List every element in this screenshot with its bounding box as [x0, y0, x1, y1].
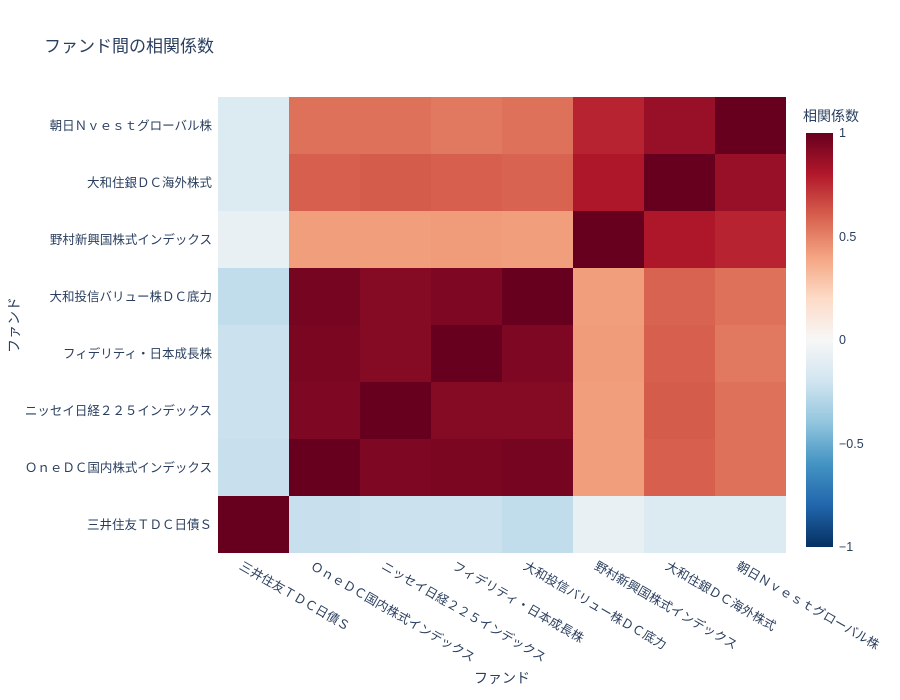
heatmap-cell[interactable] — [360, 382, 431, 439]
heatmap-cell[interactable] — [644, 439, 715, 496]
heatmap-cell[interactable] — [644, 268, 715, 325]
heatmap-cell[interactable] — [573, 325, 644, 382]
heatmap-cell[interactable] — [431, 496, 502, 553]
heatmap-cell[interactable] — [715, 211, 786, 268]
colorbar-tick-label: −0.5 — [839, 436, 864, 451]
heatmap-cell[interactable] — [218, 325, 289, 382]
colorbar-tick-label: 0.5 — [839, 229, 857, 244]
heatmap-cell[interactable] — [573, 496, 644, 553]
heatmap-cell[interactable] — [573, 382, 644, 439]
heatmap-cell[interactable] — [715, 97, 786, 154]
y-tick-label: フィデリティ・日本成長株 — [62, 346, 212, 361]
heatmap-cell[interactable] — [502, 439, 573, 496]
heatmap-cell[interactable] — [431, 439, 502, 496]
heatmap-cell[interactable] — [289, 97, 360, 154]
heatmap-cell[interactable] — [218, 439, 289, 496]
heatmap-cell[interactable] — [218, 97, 289, 154]
heatmap-cell[interactable] — [289, 325, 360, 382]
heatmap-cell[interactable] — [715, 382, 786, 439]
y-tick-label: 三井住友ＴＤＣ日債Ｓ — [86, 517, 212, 532]
heatmap-cell[interactable] — [644, 382, 715, 439]
heatmap-cell[interactable] — [502, 211, 573, 268]
heatmap-cell[interactable] — [573, 439, 644, 496]
heatmap-cell[interactable] — [644, 211, 715, 268]
heatmap-cell[interactable] — [289, 211, 360, 268]
heatmap-cell[interactable] — [573, 97, 644, 154]
colorbar-tick-label: −1 — [839, 540, 854, 554]
y-tick-label: ＯｎｅＤＣ国内株式インデックス — [24, 460, 212, 475]
heatmap-cell[interactable] — [360, 496, 431, 553]
heatmap-cell[interactable] — [715, 439, 786, 496]
heatmap-cell[interactable] — [644, 325, 715, 382]
colorbar-tick-label: 0 — [839, 333, 846, 347]
heatmap-cell[interactable] — [502, 382, 573, 439]
heatmap-cell[interactable] — [289, 154, 360, 211]
y-tick-label: ニッセイ日経２２５インデックス — [24, 403, 212, 418]
heatmap-cell[interactable] — [431, 154, 502, 211]
heatmap-cell[interactable] — [360, 325, 431, 382]
heatmap-cell[interactable] — [289, 496, 360, 553]
heatmap-cell[interactable] — [644, 496, 715, 553]
heatmap-cell[interactable] — [715, 154, 786, 211]
x-tick-label: フィデリティ・日本成長株 — [449, 559, 586, 646]
heatmap-cell[interactable] — [644, 97, 715, 154]
chart-title: ファンド間の相関係数 — [44, 37, 214, 56]
heatmap-cell[interactable] — [431, 268, 502, 325]
heatmap-cell[interactable] — [431, 97, 502, 154]
colorbar-gradient — [806, 133, 833, 547]
heatmap-cell[interactable] — [431, 382, 502, 439]
heatmap-cell[interactable] — [289, 268, 360, 325]
heatmap-cell[interactable] — [360, 154, 431, 211]
heatmap-cell[interactable] — [431, 211, 502, 268]
heatmap-cell[interactable] — [218, 268, 289, 325]
heatmap-cell[interactable] — [431, 325, 502, 382]
heatmap-cell[interactable] — [502, 154, 573, 211]
y-tick-label: 朝日Ｎｖｅｓｔグローバル株 — [49, 118, 212, 133]
heatmap-cell[interactable] — [289, 382, 360, 439]
heatmap-cell[interactable] — [360, 439, 431, 496]
heatmap-cell[interactable] — [502, 268, 573, 325]
heatmap-cell[interactable] — [573, 154, 644, 211]
heatmap-plot-area[interactable] — [218, 97, 786, 553]
heatmap-cell[interactable] — [218, 154, 289, 211]
heatmap-cell[interactable] — [289, 439, 360, 496]
y-tick-label: 野村新興国株式インデックス — [49, 232, 212, 247]
y-tick-label: 大和投信バリュー株ＤＣ底力 — [49, 289, 212, 304]
heatmap-cell[interactable] — [360, 268, 431, 325]
x-axis-title: ファンド — [474, 670, 530, 686]
colorbar-tick-label: 1 — [839, 126, 846, 140]
heatmap-cell[interactable] — [573, 211, 644, 268]
x-tick-label: 朝日Ｎｖｅｓｔグローバル株 — [733, 559, 882, 653]
heatmap-cell[interactable] — [502, 496, 573, 553]
heatmap-cell[interactable] — [360, 97, 431, 154]
y-tick-label: 大和住銀ＤＣ海外株式 — [86, 175, 212, 190]
colorbar-title: 相関係数 — [803, 108, 859, 124]
heatmap-cell[interactable] — [360, 211, 431, 268]
heatmap-cell[interactable] — [715, 325, 786, 382]
heatmap-cell[interactable] — [502, 325, 573, 382]
heatmap-cell[interactable] — [218, 496, 289, 553]
heatmap-cell[interactable] — [573, 268, 644, 325]
heatmap-cell[interactable] — [715, 496, 786, 553]
heatmap-cell[interactable] — [644, 154, 715, 211]
heatmap-cell[interactable] — [715, 268, 786, 325]
heatmap-cell[interactable] — [218, 382, 289, 439]
heatmap-cell[interactable] — [502, 97, 573, 154]
heatmap-cell[interactable] — [218, 211, 289, 268]
